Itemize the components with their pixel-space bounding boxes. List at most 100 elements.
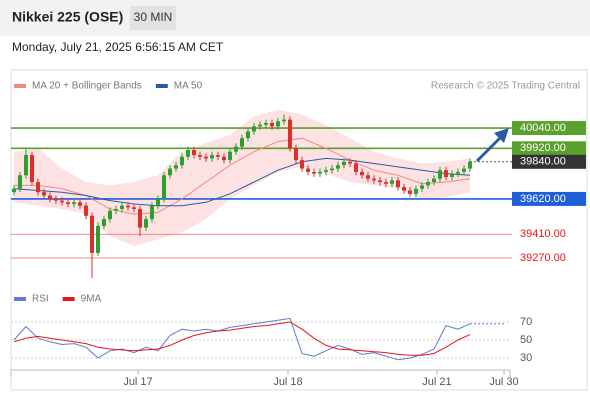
candle-body [185, 149, 190, 157]
level-label: 39920.00 [520, 142, 566, 154]
candle-body [251, 126, 256, 132]
candle-body [335, 165, 340, 169]
candle-body [227, 151, 232, 161]
candle-body [323, 170, 328, 172]
legend-swatch [62, 297, 75, 301]
candle-body [191, 149, 196, 156]
title: Nikkei 225 (OSE) [12, 9, 123, 25]
candle-body [305, 168, 310, 172]
candle-body [179, 156, 184, 166]
legend-label: RSI [32, 294, 49, 305]
x-tick-label: Jul 18 [273, 376, 302, 388]
candle-body [101, 219, 106, 226]
interval-button[interactable] [130, 6, 176, 30]
candle-body [149, 205, 154, 220]
candle-body [245, 131, 250, 139]
candle-body [77, 202, 82, 206]
candle-body [167, 168, 172, 176]
candle-body [293, 148, 298, 161]
credit: Research © 2025 Trading Central [431, 81, 580, 92]
candle-body [341, 161, 346, 166]
candle-body [329, 168, 334, 171]
x-tick-label: Jul 17 [123, 376, 152, 388]
candle-body [449, 173, 454, 177]
candle-body [263, 123, 268, 125]
candle-body [71, 202, 76, 204]
candle-body [401, 187, 406, 191]
candle-body [275, 121, 280, 127]
candle-body [317, 171, 322, 174]
trend-arrow-head [494, 128, 509, 143]
candle-body [431, 178, 436, 183]
moving-average [13, 157, 471, 207]
y-tick-label: 70 [520, 316, 532, 328]
legend-swatch [14, 84, 26, 88]
candle-body [107, 210, 112, 220]
candle-body [419, 185, 424, 189]
level-label: 40040.00 [520, 122, 566, 134]
level-box [512, 121, 586, 136]
candle-body [47, 195, 52, 199]
candle-body [11, 188, 16, 193]
interval-label[interactable]: 30 MIN [134, 10, 173, 24]
level-box [512, 141, 586, 156]
candle-body [95, 225, 100, 253]
candle-body [299, 160, 304, 169]
candle-body [233, 146, 238, 152]
candle-body [143, 219, 148, 228]
candle-body [287, 119, 292, 149]
candle-body [89, 215, 94, 253]
candle-body [173, 165, 178, 169]
y-tick-label: 50 [520, 334, 532, 346]
indicator-line [13, 321, 471, 356]
candle-body [455, 171, 460, 174]
candle-body [137, 209, 142, 228]
candle-body [461, 168, 466, 172]
level-box [512, 154, 586, 169]
candle-body [65, 202, 70, 204]
legend-swatch [14, 297, 26, 301]
candle-body [407, 190, 412, 194]
indicator-line [13, 317, 471, 361]
candle-body [23, 155, 28, 176]
candle-body [257, 124, 262, 127]
level-label: 39840.00 [520, 156, 566, 168]
candle-body [209, 155, 214, 159]
candle-body [203, 156, 208, 159]
header-bar [0, 0, 590, 36]
candle-body [443, 170, 448, 177]
legend-label: MA 50 [174, 81, 203, 92]
level-label: 39270.00 [520, 252, 566, 264]
legend-swatch [155, 84, 168, 88]
frame [10, 69, 588, 391]
candle-body [281, 119, 286, 122]
candle-body [221, 156, 226, 161]
candle-body [113, 209, 118, 211]
candle-body [371, 178, 376, 181]
candle-body [119, 205, 124, 210]
candle-body [467, 161, 472, 169]
candle-body [311, 171, 316, 174]
candle-body [131, 207, 136, 210]
candle-body [35, 182, 40, 193]
candle-body [83, 205, 88, 216]
candle-body [155, 198, 160, 206]
candle-body [29, 155, 34, 183]
level-label: 39620.00 [520, 193, 566, 205]
candle-body [365, 175, 370, 179]
candle-body [347, 161, 352, 164]
candle-body [395, 180, 400, 188]
candle-body [59, 200, 64, 203]
bollinger-band [14, 109, 470, 247]
x-tick-label: Jul 30 [489, 376, 518, 388]
legend-label: 9MA [81, 294, 102, 305]
legend-label: MA 20 + Bollinger Bands [32, 81, 142, 92]
candle-body [53, 198, 58, 201]
candle-body [239, 138, 244, 147]
candle-body [17, 175, 22, 189]
candle-body [389, 180, 394, 184]
level-box [512, 191, 586, 206]
candle-body [383, 182, 388, 184]
candle-body [377, 180, 382, 183]
